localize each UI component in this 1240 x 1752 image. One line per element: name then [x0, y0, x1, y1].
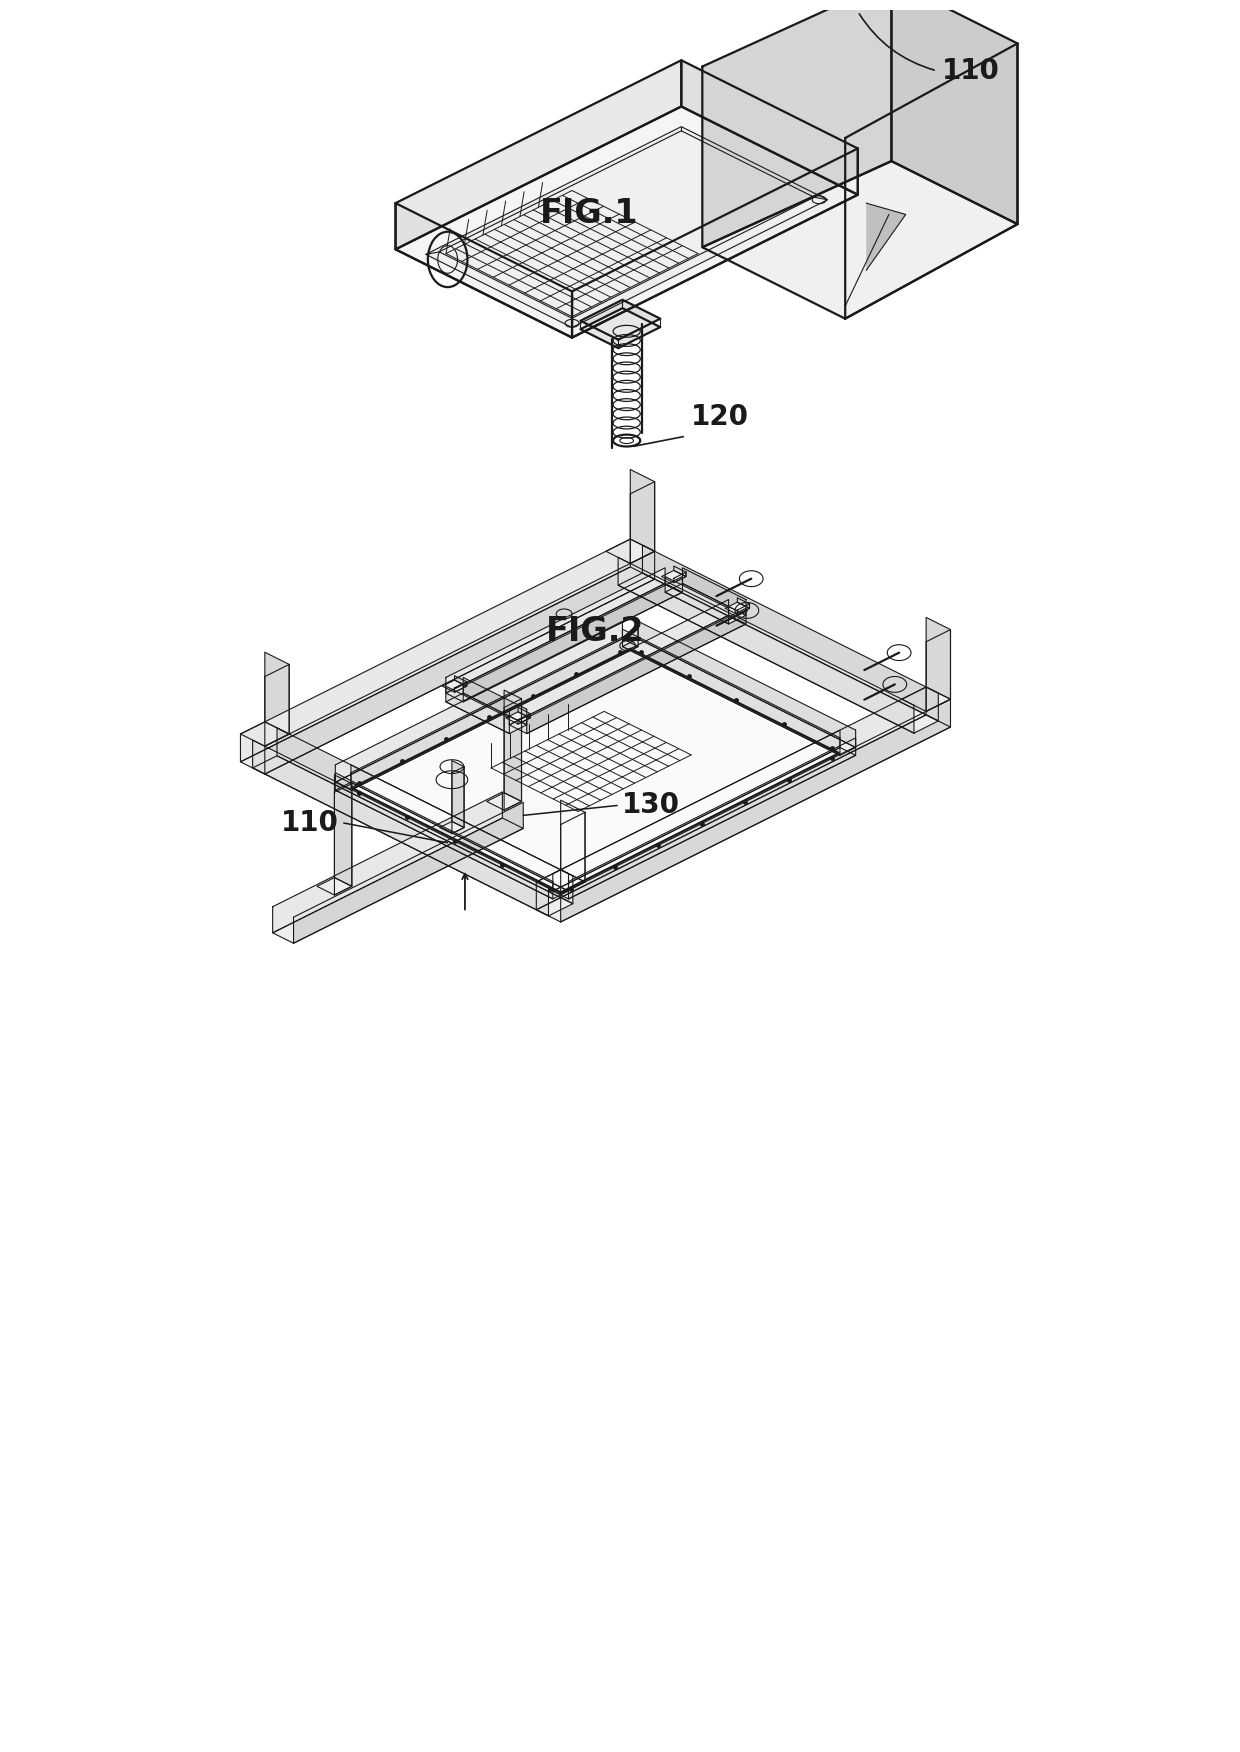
- Polygon shape: [277, 727, 573, 904]
- Polygon shape: [510, 615, 746, 734]
- Polygon shape: [335, 622, 622, 783]
- Polygon shape: [253, 755, 573, 916]
- Polygon shape: [926, 629, 951, 711]
- Polygon shape: [673, 566, 686, 576]
- Polygon shape: [451, 767, 464, 834]
- Polygon shape: [622, 639, 856, 755]
- Polygon shape: [639, 622, 856, 748]
- Polygon shape: [537, 869, 585, 894]
- Polygon shape: [926, 617, 951, 699]
- Polygon shape: [265, 652, 289, 734]
- Polygon shape: [518, 708, 531, 718]
- Polygon shape: [673, 573, 686, 583]
- Polygon shape: [443, 680, 466, 692]
- Polygon shape: [560, 801, 585, 881]
- Polygon shape: [702, 161, 1018, 319]
- Polygon shape: [702, 0, 892, 247]
- Polygon shape: [335, 783, 352, 895]
- Polygon shape: [396, 60, 681, 249]
- Polygon shape: [606, 540, 655, 564]
- Polygon shape: [738, 597, 749, 608]
- Polygon shape: [425, 126, 827, 328]
- Polygon shape: [241, 722, 289, 746]
- Polygon shape: [464, 678, 527, 725]
- Polygon shape: [537, 715, 951, 922]
- Polygon shape: [487, 792, 522, 809]
- Polygon shape: [265, 664, 289, 746]
- Polygon shape: [572, 149, 858, 338]
- Polygon shape: [439, 131, 815, 319]
- Polygon shape: [335, 774, 352, 887]
- Polygon shape: [451, 760, 464, 827]
- Polygon shape: [335, 773, 553, 899]
- Polygon shape: [265, 552, 655, 774]
- Polygon shape: [738, 604, 749, 615]
- Polygon shape: [351, 766, 568, 892]
- Polygon shape: [568, 738, 856, 899]
- Text: 110: 110: [942, 56, 999, 84]
- Polygon shape: [901, 687, 951, 711]
- Polygon shape: [396, 203, 572, 338]
- Polygon shape: [553, 748, 856, 899]
- Polygon shape: [618, 573, 939, 732]
- Polygon shape: [725, 603, 749, 615]
- Polygon shape: [241, 540, 630, 762]
- Polygon shape: [892, 0, 1018, 224]
- Polygon shape: [642, 545, 939, 722]
- Polygon shape: [506, 711, 531, 724]
- Polygon shape: [455, 676, 466, 687]
- Polygon shape: [335, 783, 568, 899]
- Polygon shape: [446, 687, 510, 734]
- Polygon shape: [846, 44, 1018, 319]
- Polygon shape: [867, 203, 905, 270]
- Text: 130: 130: [622, 792, 680, 820]
- Polygon shape: [560, 699, 951, 922]
- Polygon shape: [351, 629, 639, 790]
- Polygon shape: [352, 648, 839, 892]
- Polygon shape: [681, 60, 858, 194]
- Polygon shape: [580, 300, 660, 340]
- Text: FIG.2: FIG.2: [547, 615, 645, 648]
- Polygon shape: [317, 878, 352, 895]
- Polygon shape: [630, 470, 655, 552]
- Polygon shape: [253, 739, 548, 916]
- Polygon shape: [553, 731, 839, 892]
- Polygon shape: [665, 576, 729, 624]
- Polygon shape: [440, 822, 464, 834]
- Polygon shape: [505, 699, 522, 809]
- Text: FIG.1: FIG.1: [541, 196, 639, 230]
- Polygon shape: [518, 713, 531, 724]
- Polygon shape: [662, 571, 686, 583]
- Polygon shape: [464, 576, 682, 703]
- Polygon shape: [455, 682, 466, 692]
- Polygon shape: [630, 482, 655, 564]
- Polygon shape: [396, 107, 858, 338]
- Polygon shape: [665, 583, 746, 624]
- Text: 120: 120: [691, 403, 749, 431]
- Polygon shape: [618, 557, 914, 732]
- Polygon shape: [622, 629, 839, 755]
- Polygon shape: [335, 639, 639, 790]
- Polygon shape: [580, 308, 660, 349]
- Polygon shape: [446, 583, 682, 703]
- Polygon shape: [527, 608, 746, 734]
- Polygon shape: [560, 813, 585, 894]
- Polygon shape: [446, 694, 527, 734]
- Polygon shape: [537, 687, 926, 909]
- Polygon shape: [241, 568, 655, 774]
- Polygon shape: [510, 599, 729, 725]
- Polygon shape: [294, 802, 523, 943]
- Polygon shape: [273, 792, 502, 932]
- Polygon shape: [273, 818, 523, 943]
- Text: 110: 110: [281, 809, 339, 837]
- Polygon shape: [682, 568, 746, 615]
- Polygon shape: [446, 568, 665, 694]
- Polygon shape: [505, 690, 522, 801]
